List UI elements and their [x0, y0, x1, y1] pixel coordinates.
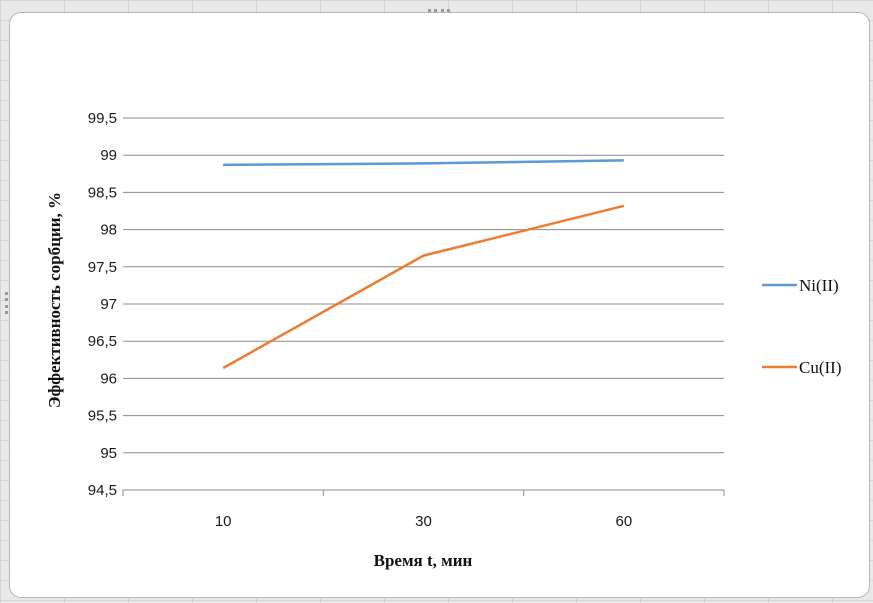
x-tick-label: 10 [215, 513, 232, 530]
x-tick-label: 60 [615, 513, 632, 530]
legend-label: Ni(II) [799, 276, 839, 295]
y-tick-label: 99,5 [88, 110, 117, 127]
y-tick-label: 98,5 [88, 184, 117, 201]
x-axis [122, 489, 725, 496]
top-resize-handle[interactable] [428, 6, 450, 14]
y-tick-label: 96,5 [88, 333, 117, 350]
legend-label: Cu(II) [799, 358, 841, 377]
y-tick-label: 98 [100, 222, 117, 239]
legend: Ni(II) Cu(II) [762, 276, 841, 377]
x-axis-tick-labels: 10 30 60 [215, 513, 632, 530]
y-tick-label: 97 [100, 296, 117, 313]
series-line-cuii [222, 204, 625, 370]
y-tick-label: 95 [100, 445, 117, 462]
series-line-niii [223, 159, 624, 167]
y-tick-label: 96 [100, 370, 117, 387]
y-tick-label: 95,5 [88, 408, 117, 425]
left-resize-handle[interactable] [5, 292, 11, 314]
y-tick-label: 99 [100, 147, 117, 164]
y-tick-label: 97,5 [88, 259, 117, 276]
y-tick-label: 94,5 [88, 482, 117, 499]
gridlines [123, 117, 724, 454]
y-axis-title: Эффективность сорбции, % [45, 192, 64, 408]
y-axis-tick-labels: 94,5 95 95,5 96 96,5 97 97,5 98 98,5 99 99,5 [88, 110, 117, 499]
x-axis-title: Время t, мин [374, 551, 473, 570]
x-tick-label: 30 [415, 513, 432, 530]
chart-area[interactable] [9, 12, 870, 598]
series-lines [222, 159, 625, 370]
